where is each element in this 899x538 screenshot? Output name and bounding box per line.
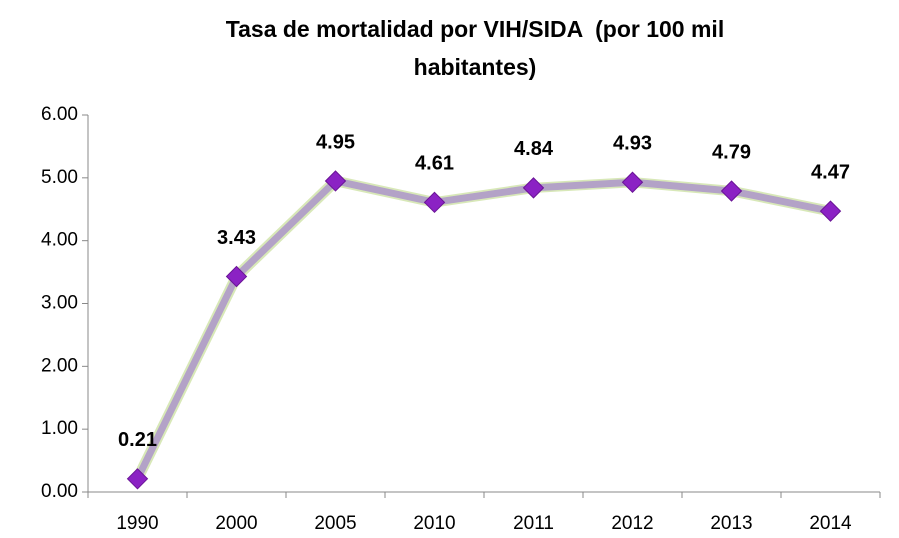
data-label: 4.84 <box>514 138 554 160</box>
data-label: 3.43 <box>217 227 256 249</box>
marker <box>621 171 644 193</box>
y-tick-label: 5.00 <box>41 167 78 188</box>
data-label: 4.61 <box>415 153 454 175</box>
data-label: 4.95 <box>316 131 355 153</box>
data-label: 4.79 <box>712 141 751 163</box>
y-tick-label: 1.00 <box>41 418 78 439</box>
y-tick-label: 6.00 <box>41 104 78 125</box>
data-label: 0.21 <box>118 429 157 451</box>
x-tick-label: 2010 <box>413 513 455 534</box>
y-tick-label: 4.00 <box>41 230 78 251</box>
chart-title: Tasa de mortalidad por VIH/SIDA (por 100… <box>225 16 731 80</box>
data-label: 4.93 <box>613 133 652 155</box>
y-tick-label: 3.00 <box>41 293 78 314</box>
x-tick-label: 2000 <box>215 513 257 534</box>
marker <box>720 180 743 202</box>
y-tick-label: 0.00 <box>41 481 78 502</box>
y-tick-label: 2.00 <box>41 355 78 376</box>
x-tick-label: 1990 <box>116 513 158 534</box>
marker <box>324 170 347 192</box>
marker <box>819 200 842 222</box>
data-label: 4.47 <box>811 161 850 183</box>
marker <box>423 191 446 214</box>
x-tick-label: 2013 <box>710 513 752 534</box>
marker <box>126 468 149 490</box>
x-tick-label: 2011 <box>513 513 554 534</box>
marker <box>522 177 545 199</box>
marker <box>225 265 248 288</box>
line <box>134 177 832 481</box>
x-tick-label: 2014 <box>809 513 852 534</box>
x-tick-label: 2005 <box>314 513 356 534</box>
x-tick-label: 2012 <box>611 513 653 534</box>
